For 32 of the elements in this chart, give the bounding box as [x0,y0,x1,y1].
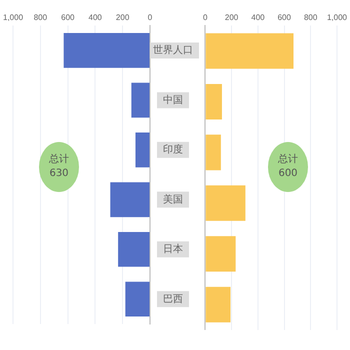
bar [206,236,236,272]
x-tick-label: 400 [251,13,266,22]
y-tick-label: 美国 [163,193,183,206]
x-tick-label: 400 [88,13,102,22]
bar [131,82,150,118]
x-tick-label: 800 [34,13,48,22]
y-tick-label: 世界人口 [153,44,193,56]
y-tick-label: 日本 [163,243,183,256]
x-tick-label: 600 [278,13,292,22]
bar [125,282,150,317]
x-tick-label: 0 [203,13,208,22]
bar [135,132,150,168]
bar [206,84,222,120]
bar [206,134,221,170]
bar [206,185,246,221]
x-tick-label: 1,000 [326,13,348,22]
y-tick-label: 巴西 [163,294,183,305]
bar [110,182,150,218]
x-tick-label: 1,000 [2,13,24,22]
x-tick-label: 0 [148,13,153,22]
x-tick-label: 200 [224,13,239,22]
y-tick-label: 印度 [163,144,183,156]
bar [206,286,231,322]
x-tick-label: 800 [304,13,318,22]
y-tick-label: 中国 [163,94,183,106]
ellipse-badge: 总计 600 [268,142,308,192]
ellipse-badge: 总计 630 [39,142,79,192]
bar [118,232,150,267]
bar [64,33,150,68]
x-tick-label: 200 [116,13,130,22]
bar [206,33,294,69]
x-tick-label: 600 [61,13,76,22]
